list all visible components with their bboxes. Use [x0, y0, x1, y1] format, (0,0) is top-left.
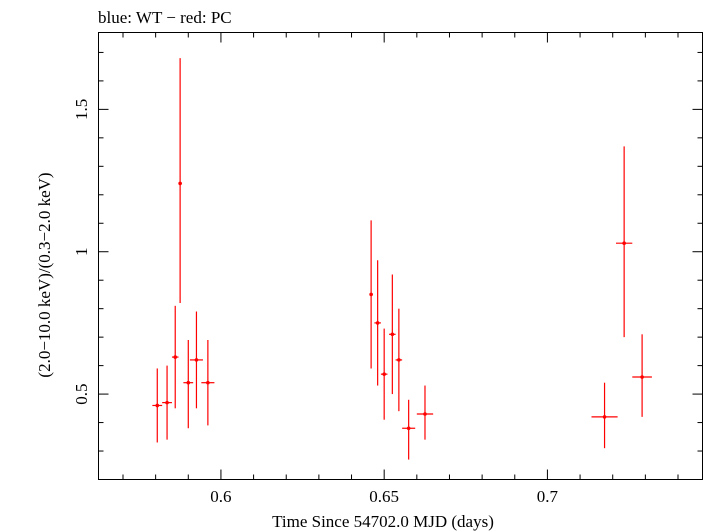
chart-title: blue: WT − red: PC — [98, 8, 232, 27]
data-point — [183, 339, 194, 429]
data-point — [380, 328, 388, 420]
data-point — [389, 274, 396, 395]
data-marker — [186, 380, 191, 385]
data-marker — [155, 403, 160, 408]
data-marker — [397, 358, 401, 362]
data-marker — [390, 332, 395, 337]
data-marker — [602, 415, 607, 419]
data-point — [416, 385, 434, 440]
data-point — [189, 311, 203, 409]
data-marker — [194, 358, 199, 362]
data-marker — [178, 181, 182, 186]
y-tick-label: 1 — [72, 247, 91, 256]
x-tick-label: 0.6 — [210, 487, 231, 506]
data-point — [152, 368, 163, 443]
data-point — [201, 339, 215, 426]
data-marker — [173, 355, 178, 359]
data-point — [615, 146, 633, 338]
axis-ticks — [98, 32, 703, 480]
data-point — [632, 334, 652, 417]
data-point — [395, 308, 403, 412]
data-marker — [640, 375, 644, 379]
data-point — [374, 260, 381, 386]
y-tick-label: 0.5 — [72, 383, 91, 404]
data-marker — [165, 400, 169, 405]
plot-frame — [98, 32, 703, 480]
x-tick-label: 0.65 — [369, 487, 399, 506]
data-point — [162, 365, 172, 440]
data-point — [369, 220, 373, 369]
data-marker — [382, 372, 386, 376]
data-marker — [369, 292, 373, 297]
data-marker — [423, 412, 427, 416]
data-marker — [406, 426, 411, 431]
data-points — [152, 58, 652, 460]
data-marker — [375, 321, 380, 325]
data-marker — [622, 241, 626, 245]
data-point — [171, 305, 179, 409]
data-point — [178, 58, 182, 303]
data-point — [591, 382, 618, 449]
x-axis-label: Time Since 54702.0 MJD (days) — [272, 512, 494, 531]
y-axis-label: (2.0−10.0 keV)/(0.3−2.0 keV) — [35, 172, 54, 377]
data-marker — [206, 380, 210, 385]
data-point — [402, 399, 416, 460]
x-tick-label: 0.7 — [537, 487, 559, 506]
tick-labels: 0.6 0.65 0.7 0.5 1 1.5 — [72, 99, 559, 506]
y-tick-label: 1.5 — [72, 99, 91, 120]
